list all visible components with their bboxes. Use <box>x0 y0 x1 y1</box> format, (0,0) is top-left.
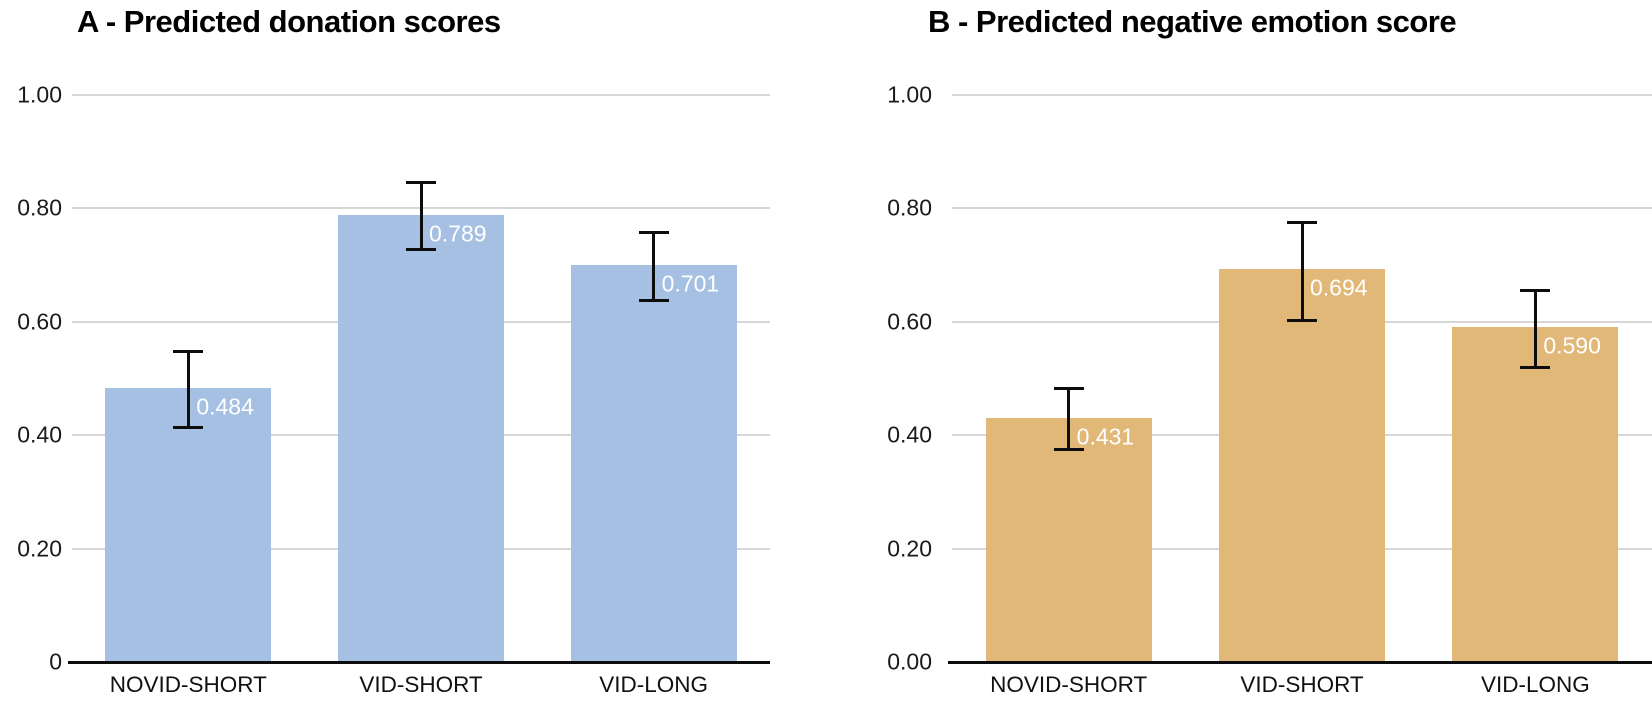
error-bar <box>1533 290 1537 368</box>
error-bar-cap <box>173 350 204 354</box>
error-bar-cap <box>173 426 204 430</box>
error-bar-cap <box>1287 318 1317 322</box>
error-bar-cap <box>1053 386 1084 390</box>
error-bar <box>652 232 656 301</box>
bar-value-label: 0.590 <box>1543 332 1601 359</box>
category-label: VID-LONG <box>599 672 709 697</box>
error-bar-cap <box>1520 366 1551 370</box>
bar-value-label: 0.431 <box>1076 423 1135 450</box>
y-tick-label: 0.40 <box>887 421 932 448</box>
error-bar-cap <box>1287 220 1317 224</box>
x-axis-line <box>68 660 770 664</box>
bar-vid-long <box>1452 327 1619 661</box>
error-bar-cap <box>1520 288 1551 292</box>
category-label: VID-LONG <box>1480 672 1590 697</box>
y-tick-label: 0.40 <box>17 421 62 448</box>
x-axis-line <box>948 660 1652 664</box>
error-bar <box>1067 388 1071 450</box>
error-bar <box>186 351 190 428</box>
y-tick-label: 0.20 <box>887 535 932 562</box>
error-bar <box>419 182 423 250</box>
y-tick-label: 0.80 <box>887 194 932 221</box>
error-bar-cap <box>638 230 669 234</box>
bar-value-label: 0.484 <box>196 393 254 420</box>
category-label: VID-SHORT <box>1240 672 1364 697</box>
category-label: VID-SHORT <box>359 672 483 697</box>
y-tick-label: 0.60 <box>887 308 932 335</box>
y-tick-label: 0 <box>49 648 62 675</box>
bar-novid-short <box>985 417 1152 661</box>
y-tick-label: 1.00 <box>17 81 62 108</box>
bar-vid-short <box>1219 268 1385 661</box>
gridline <box>952 207 1652 210</box>
y-tick-label: 0.60 <box>17 308 62 335</box>
y-tick-label: 0.00 <box>887 648 932 675</box>
bar-vid-long <box>570 264 737 661</box>
y-tick-label: 1.00 <box>887 81 932 108</box>
chart-b-title: B - Predicted negative emotion score <box>928 4 1457 39</box>
bar-value-label: 0.789 <box>429 220 487 247</box>
bar-value-label: 0.701 <box>661 270 720 297</box>
error-bar-cap <box>638 298 669 302</box>
y-tick-label: 0.20 <box>17 535 62 562</box>
error-bar-cap <box>406 248 436 252</box>
error-bar-cap <box>1053 448 1084 452</box>
bar-vid-short <box>338 214 504 661</box>
category-label: NOVID-SHORT <box>109 672 267 697</box>
bar-value-label: 0.694 <box>1310 274 1368 300</box>
gridline <box>952 94 1652 96</box>
bar-novid-short <box>105 387 272 661</box>
chart-a-title: A - Predicted donation scores <box>77 4 501 39</box>
error-bar <box>1300 222 1304 321</box>
y-tick-label: 0.80 <box>17 194 62 221</box>
error-bar-cap <box>406 181 436 185</box>
gridline <box>72 94 770 96</box>
category-label: NOVID-SHORT <box>990 672 1148 697</box>
